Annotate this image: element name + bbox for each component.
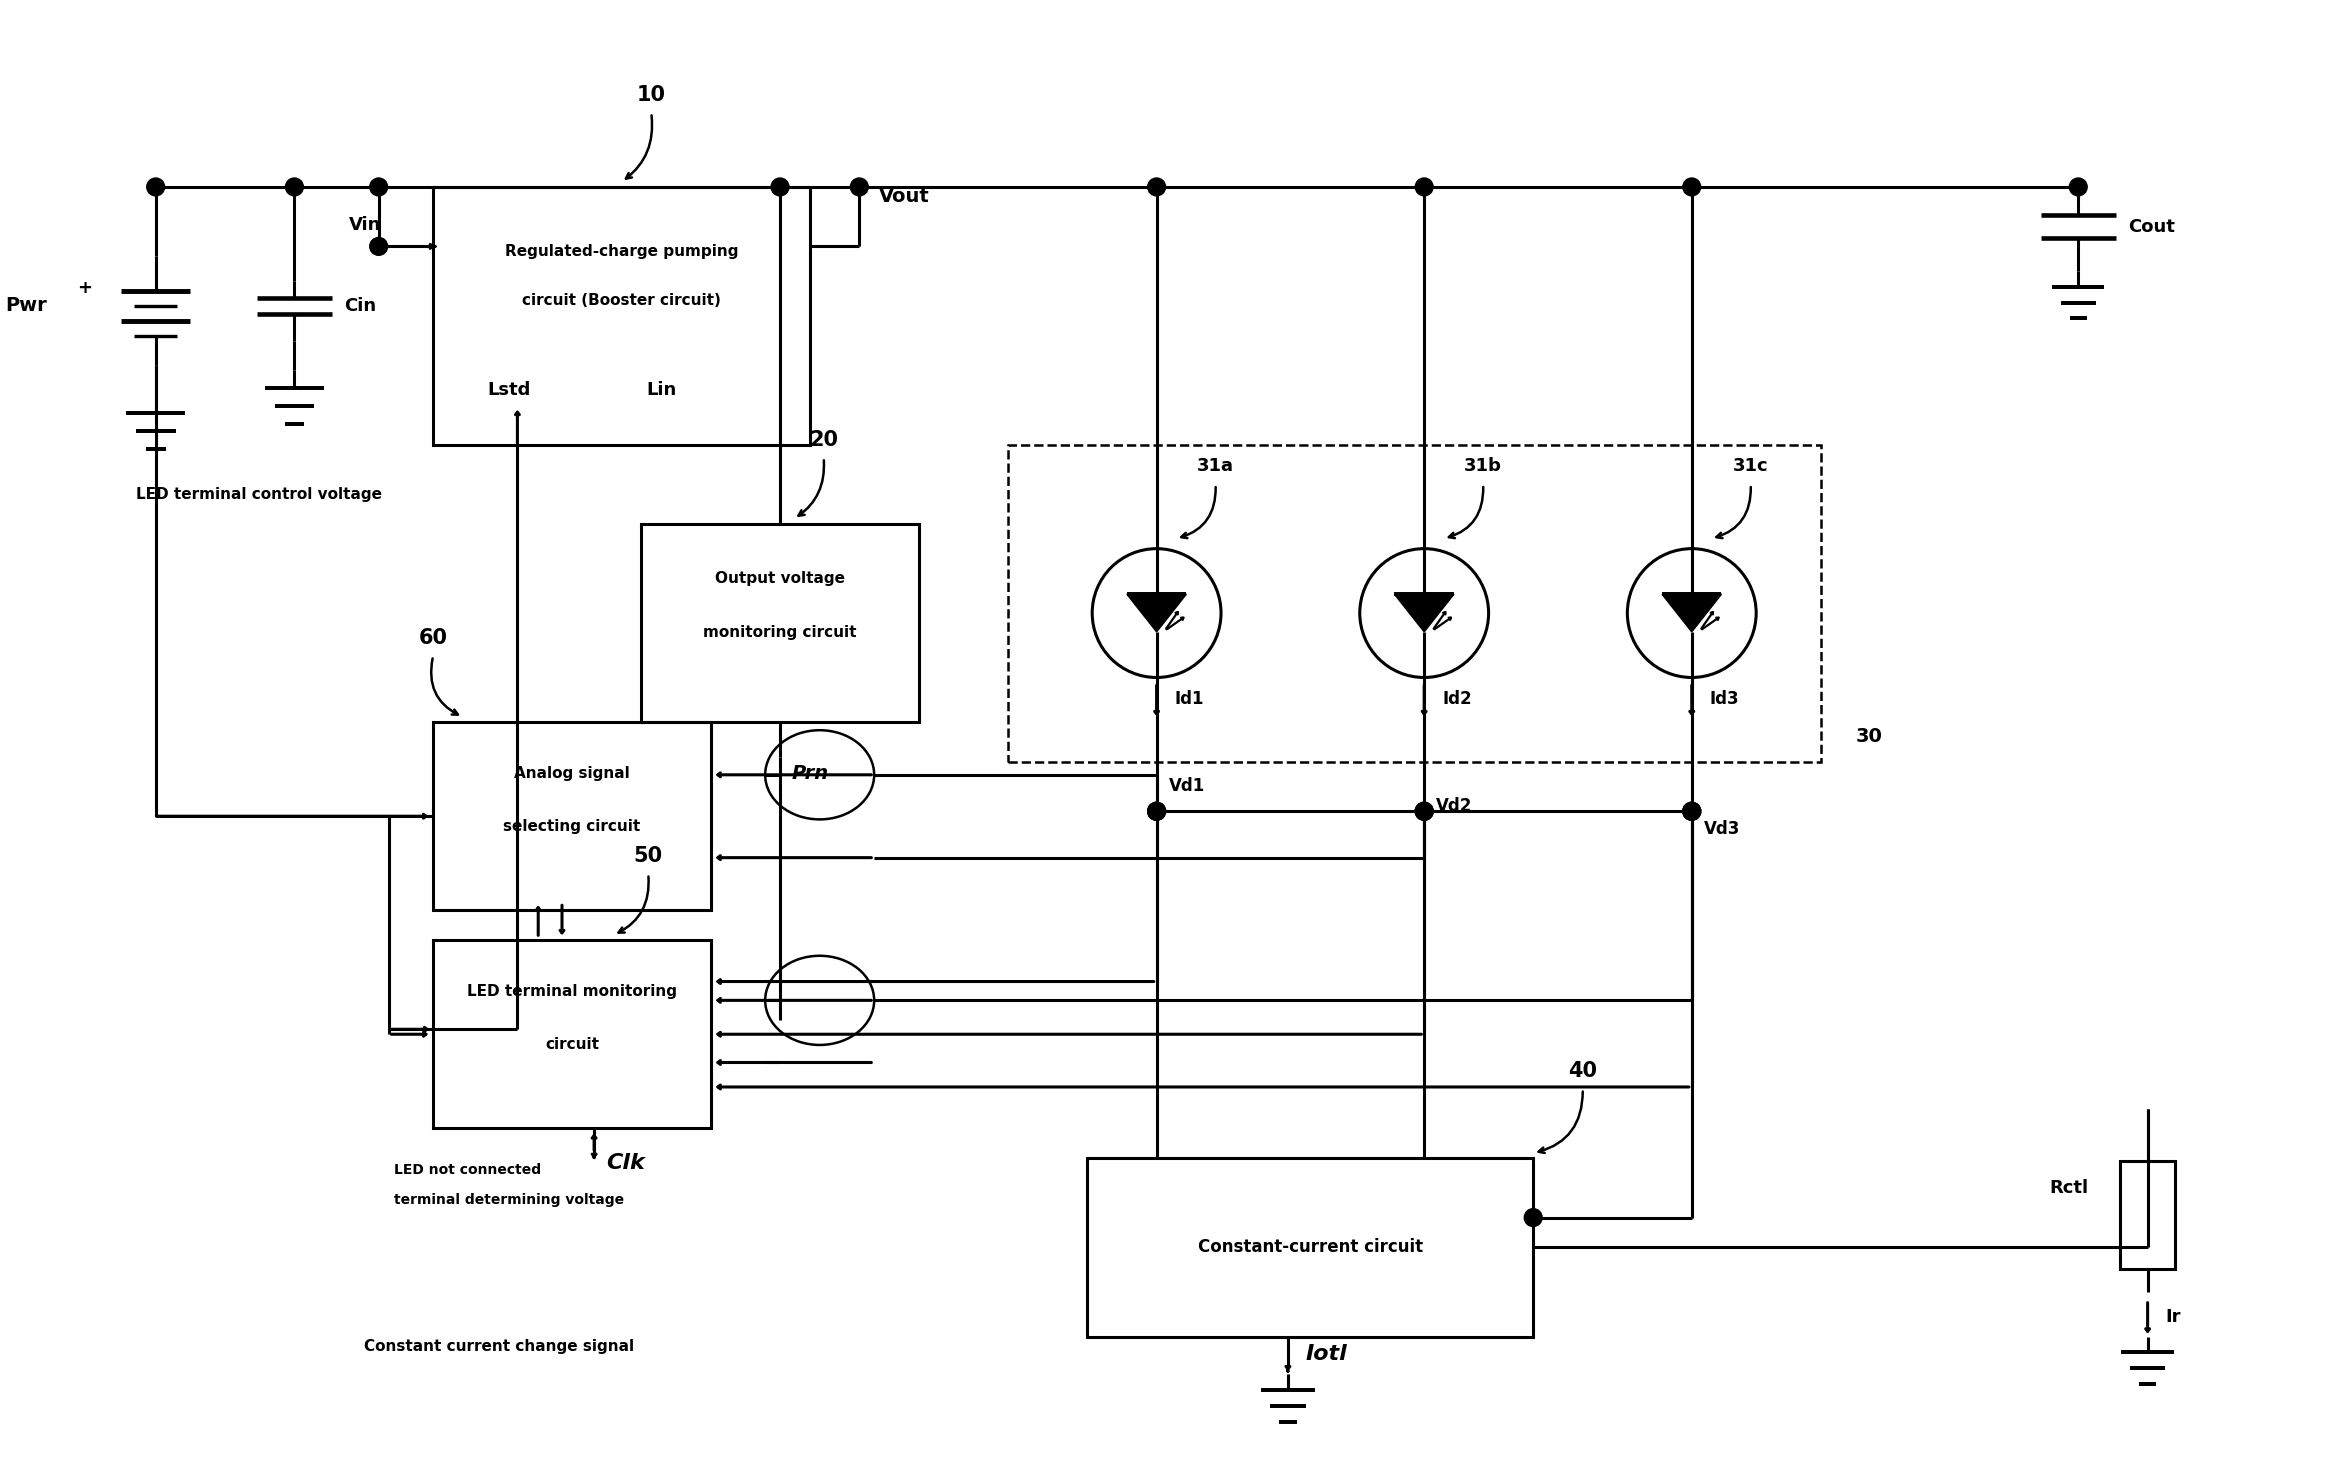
Circle shape <box>1525 1209 1541 1227</box>
Text: 10: 10 <box>637 85 665 105</box>
Text: Constant-current circuit: Constant-current circuit <box>1198 1238 1423 1256</box>
Circle shape <box>1149 803 1165 820</box>
Polygon shape <box>1663 594 1722 632</box>
Text: Vd2: Vd2 <box>1435 797 1473 816</box>
Bar <box>2119 1161 2175 1269</box>
Text: Analog signal: Analog signal <box>514 766 630 781</box>
Text: terminal determining voltage: terminal determining voltage <box>395 1193 622 1206</box>
Bar <box>432 187 810 444</box>
Text: circuit: circuit <box>545 1037 599 1051</box>
Text: +: + <box>78 279 92 297</box>
Text: 31b: 31b <box>1463 458 1501 475</box>
Circle shape <box>850 178 869 196</box>
Text: Pwr: Pwr <box>5 297 47 316</box>
Text: Vd1: Vd1 <box>1167 778 1205 795</box>
Polygon shape <box>1128 594 1186 632</box>
Text: Ir: Ir <box>2166 1307 2180 1326</box>
Text: circuit (Booster circuit): circuit (Booster circuit) <box>521 294 721 308</box>
Text: Id1: Id1 <box>1174 690 1205 708</box>
Circle shape <box>1414 178 1433 196</box>
Text: 20: 20 <box>808 430 839 450</box>
Text: Regulated-charge pumping: Regulated-charge pumping <box>505 244 738 259</box>
Circle shape <box>1149 803 1165 820</box>
Text: 60: 60 <box>418 627 449 648</box>
Text: Vin: Vin <box>350 215 381 234</box>
Circle shape <box>2069 178 2088 196</box>
Text: 30: 30 <box>1856 728 1882 747</box>
Text: Vd3: Vd3 <box>1703 820 1741 838</box>
Text: monitoring circuit: monitoring circuit <box>702 626 857 640</box>
Circle shape <box>1682 178 1701 196</box>
Text: Lstd: Lstd <box>489 382 531 399</box>
Circle shape <box>369 178 388 196</box>
Text: 31a: 31a <box>1198 458 1233 475</box>
Circle shape <box>1414 803 1433 820</box>
Text: 31c: 31c <box>1734 458 1769 475</box>
Text: Cout: Cout <box>2128 218 2175 235</box>
Circle shape <box>1149 803 1165 820</box>
Text: Id2: Id2 <box>1442 690 1470 708</box>
Text: selecting circuit: selecting circuit <box>503 819 641 833</box>
Text: 50: 50 <box>634 846 662 866</box>
Text: Prn: Prn <box>792 765 829 784</box>
Bar <box>432 722 712 911</box>
Circle shape <box>770 178 789 196</box>
Text: LED terminal control voltage: LED terminal control voltage <box>136 487 383 501</box>
Text: Vout: Vout <box>879 187 930 206</box>
Circle shape <box>287 178 303 196</box>
Circle shape <box>146 178 164 196</box>
Polygon shape <box>1395 594 1454 632</box>
Text: 40: 40 <box>1569 1061 1597 1080</box>
Text: Iotl: Iotl <box>1306 1345 1348 1364</box>
Bar <box>1008 444 1820 762</box>
Text: Output voltage: Output voltage <box>714 570 846 586</box>
Text: LED not connected: LED not connected <box>395 1162 540 1177</box>
Text: Clk: Clk <box>606 1154 644 1173</box>
Text: LED terminal monitoring: LED terminal monitoring <box>467 984 677 999</box>
Text: Id3: Id3 <box>1710 690 1738 708</box>
Circle shape <box>1414 803 1433 820</box>
Circle shape <box>1149 178 1165 196</box>
Bar <box>1088 1158 1534 1336</box>
Bar <box>641 523 918 722</box>
Circle shape <box>369 237 388 256</box>
Bar <box>432 940 712 1129</box>
Text: Rctl: Rctl <box>2048 1178 2088 1197</box>
Circle shape <box>1414 803 1433 820</box>
Text: Constant current change signal: Constant current change signal <box>364 1339 634 1354</box>
Text: Lin: Lin <box>646 382 677 399</box>
Circle shape <box>1682 803 1701 820</box>
Text: Cin: Cin <box>343 297 376 314</box>
Circle shape <box>1682 803 1701 820</box>
Circle shape <box>1682 803 1701 820</box>
